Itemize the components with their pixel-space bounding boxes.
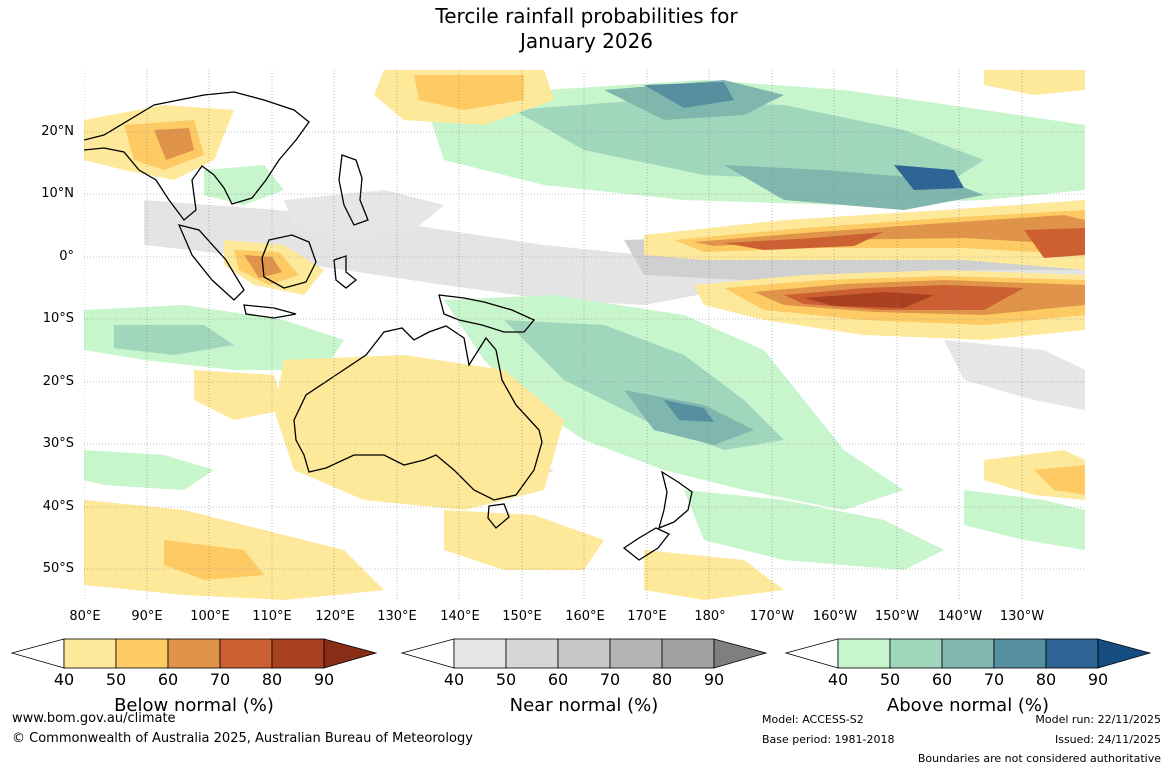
near-colorbar-bin-50-60	[505, 638, 559, 669]
near-tick-50: 50	[495, 670, 517, 689]
lon-label-100e: 100°E	[190, 609, 230, 624]
map-title-line1: Tercile rainfall probabilities for	[435, 4, 738, 28]
near-tick-80: 80	[651, 670, 673, 689]
philippines-coastline	[338, 154, 369, 226]
near-colorbar-left-arrow	[400, 638, 455, 669]
below-colorbar-bin-40-50	[63, 638, 117, 669]
lon-label-90e: 90°E	[131, 609, 163, 624]
lon-label-120e: 120°E	[315, 609, 355, 624]
new-zealand-north-coastline	[658, 470, 693, 530]
below-colorbar-bin-60-70	[167, 638, 221, 669]
lat-label-40s: 40°S	[42, 499, 74, 514]
below-tick-80: 80	[261, 670, 283, 689]
lat-label-30s: 30°S	[42, 436, 74, 451]
new-zealand-south-coastline	[622, 527, 671, 561]
near-tick-60: 60	[547, 670, 569, 689]
below-normal-colorbar	[10, 638, 378, 669]
below-tick-60: 60	[157, 670, 179, 689]
above-tick-90: 90	[1087, 670, 1109, 689]
above-tick-80: 80	[1035, 670, 1057, 689]
below-tick-50: 50	[105, 670, 127, 689]
lon-label-80e: 80°E	[69, 609, 101, 624]
near-normal-legend-title: Near normal (%)	[509, 695, 659, 716]
above-tick-60: 60	[931, 670, 953, 689]
above-colorbar-bin-60-70	[941, 638, 995, 669]
sulawesi-coastline	[333, 255, 358, 289]
above-tick-40: 40	[827, 670, 849, 689]
near-normal-colorbar	[400, 638, 768, 669]
disclaimer-text: Boundaries are not considered authoritat…	[917, 752, 1161, 765]
near-tick-40: 40	[443, 670, 465, 689]
near-colorbar-bin-80-90	[661, 638, 715, 669]
forecast-map[interactable]	[84, 70, 1085, 600]
lon-label-110e: 110°E	[252, 609, 292, 624]
java-coastline	[243, 304, 297, 319]
above-tick-70: 70	[983, 670, 1005, 689]
new-guinea-coastline	[438, 294, 536, 333]
borneo-coastline	[261, 234, 317, 289]
below-tick-70: 70	[209, 670, 231, 689]
tasmania-coastline	[487, 503, 510, 529]
near-colorbar-bin-40-50	[453, 638, 507, 669]
lon-label-180: 180°	[694, 609, 726, 624]
above-colorbar-bin-50-60	[889, 638, 943, 669]
gridlines	[84, 70, 1085, 600]
lat-label-10s: 10°S	[42, 311, 74, 326]
lat-label-50s: 50°S	[42, 561, 74, 576]
mainland-asia-coastline	[84, 91, 310, 221]
probability-shading	[84, 70, 1085, 600]
lon-label-130e: 130°E	[377, 609, 417, 624]
lon-label-150e: 150°E	[502, 609, 542, 624]
below-colorbar-bin-50-60	[115, 638, 169, 669]
lon-label-170e: 170°E	[627, 609, 667, 624]
lat-label-20s: 20°S	[42, 374, 74, 389]
below-normal-legend-title: Below normal (%)	[114, 695, 274, 716]
base-period-text: Base period: 1981-2018	[762, 733, 895, 746]
lon-label-170w: 170°W	[749, 609, 795, 624]
model-run-text: Model run: 22/11/2025	[1035, 713, 1161, 726]
map-title-line2: January 2026	[519, 29, 654, 53]
near-colorbar-bin-60-70	[557, 638, 611, 669]
below-tick-40: 40	[53, 670, 75, 689]
near-tick-70: 70	[599, 670, 621, 689]
issued-text: Issued: 24/11/2025	[1054, 733, 1161, 746]
lat-label-10n: 10°N	[41, 186, 74, 201]
lon-label-160w: 160°W	[812, 609, 858, 624]
map-title: Tercile rainfall probabilities for Janua…	[0, 4, 1173, 54]
below-colorbar-bin-80-90	[271, 638, 325, 669]
lat-label-20n: 20°N	[41, 124, 74, 139]
below-colorbar-left-arrow	[10, 638, 65, 669]
below-colorbar-bin-70-80	[219, 638, 273, 669]
lon-label-160e: 160°E	[565, 609, 605, 624]
copyright-text: © Commonwealth of Australia 2025, Austra…	[12, 731, 473, 746]
above-normal-legend-title: Above normal (%)	[886, 695, 1050, 716]
map-canvas	[84, 70, 1085, 600]
below-tick-90: 90	[313, 670, 335, 689]
above-colorbar-right-arrow	[1097, 638, 1152, 669]
above-tick-50: 50	[879, 670, 901, 689]
near-colorbar-right-arrow	[713, 638, 768, 669]
lon-label-140w: 140°W	[937, 609, 983, 624]
above-colorbar-left-arrow	[784, 638, 839, 669]
lat-label-0: 0°	[59, 249, 74, 264]
model-text: Model: ACCESS-S2	[762, 713, 864, 726]
above-colorbar-bin-70-80	[993, 638, 1047, 669]
near-tick-90: 90	[703, 670, 725, 689]
sumatra-coastline	[177, 224, 245, 301]
near-colorbar-bin-70-80	[609, 638, 663, 669]
lon-label-130w: 130°W	[999, 609, 1045, 624]
lon-label-140e: 140°E	[440, 609, 480, 624]
above-colorbar-bin-40-50	[837, 638, 891, 669]
coastlines	[84, 91, 693, 561]
above-normal-colorbar	[784, 638, 1152, 669]
above-colorbar-bin-80-90	[1045, 638, 1099, 669]
website-link[interactable]: www.bom.gov.au/climate	[12, 711, 176, 726]
australia-coastline	[293, 325, 543, 501]
below-colorbar-right-arrow	[323, 638, 378, 669]
lon-label-150w: 150°W	[874, 609, 920, 624]
